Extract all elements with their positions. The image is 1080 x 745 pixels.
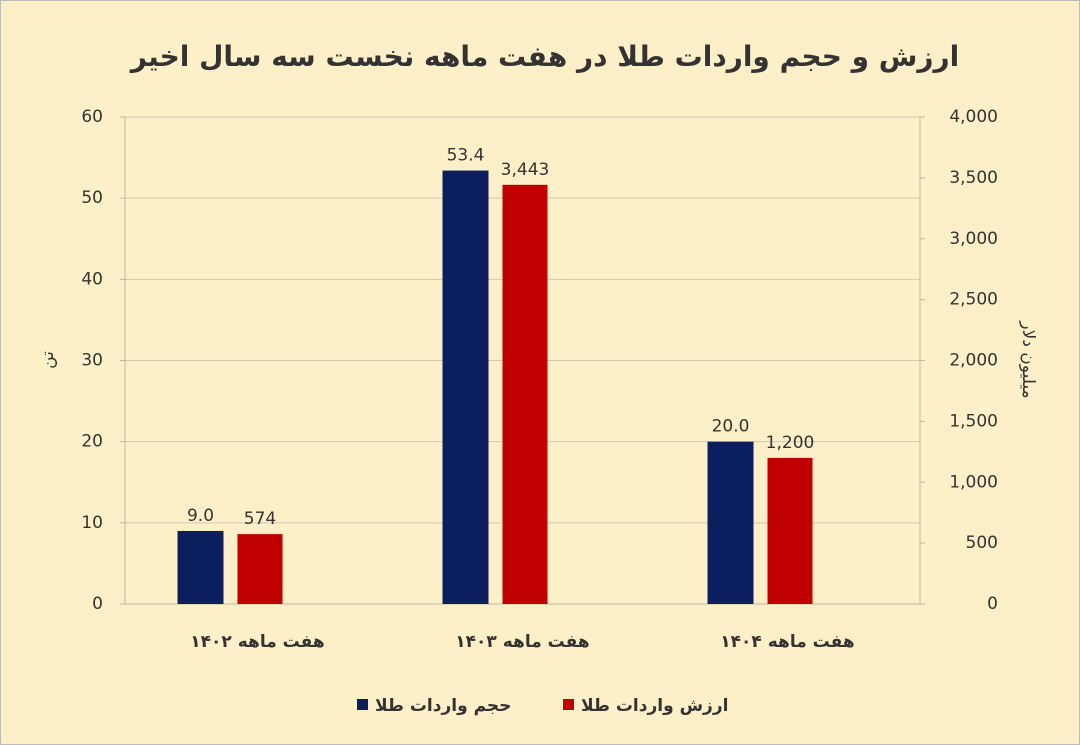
x-tick-label: هفت ماهه ۱۴۰۲: [190, 632, 324, 652]
y2-tick-label: 0: [987, 594, 998, 614]
y2-tick-label: 3,000: [949, 229, 998, 249]
y-tick-label: 40: [81, 269, 103, 289]
data-label: 574: [244, 509, 276, 529]
legend-label: حجم واردات طلا: [375, 696, 511, 716]
y-tick-label: 10: [81, 513, 103, 533]
y2-tick-label: 2,000: [949, 351, 998, 371]
data-label: 53.4: [447, 146, 485, 166]
y-tick-label: 30: [81, 351, 103, 371]
y2-tick-label: 3,500: [949, 168, 998, 188]
x-tick-label: هفت ماهه ۱۴۰۳: [455, 632, 589, 652]
y-tick-label: 60: [81, 107, 103, 127]
y2-tick-label: 1,500: [949, 411, 998, 431]
y-tick-label: 20: [81, 432, 103, 452]
legend-swatch: [563, 699, 574, 710]
bar: [237, 534, 283, 604]
data-label: 9.0: [187, 506, 214, 526]
data-label: 3,443: [501, 160, 550, 180]
legend-swatch: [357, 699, 368, 710]
y-axis-label: تن: [38, 351, 58, 369]
bar: [177, 530, 224, 604]
bar: [707, 441, 754, 604]
chart-title: ارزش و حجم واردات طلا در هفت ماهه نخست س…: [129, 40, 960, 73]
bar: [767, 457, 813, 604]
y2-axis-label: میلیون دلار: [1018, 320, 1038, 398]
y2-tick-label: 4,000: [949, 107, 998, 127]
data-label: 20.0: [712, 417, 750, 437]
y-tick-label: 50: [81, 188, 103, 208]
y2-tick-label: 2,500: [949, 290, 998, 310]
data-label: 1,200: [766, 433, 815, 453]
x-tick-label: هفت ماهه ۱۴۰۴: [720, 632, 854, 652]
legend-label: ارزش واردات طلا: [581, 696, 728, 716]
y2-tick-label: 1,000: [949, 472, 998, 492]
bar: [442, 170, 489, 604]
y-tick-label: 0: [92, 594, 103, 614]
y2-tick-label: 500: [966, 533, 998, 553]
bar: [502, 184, 548, 604]
